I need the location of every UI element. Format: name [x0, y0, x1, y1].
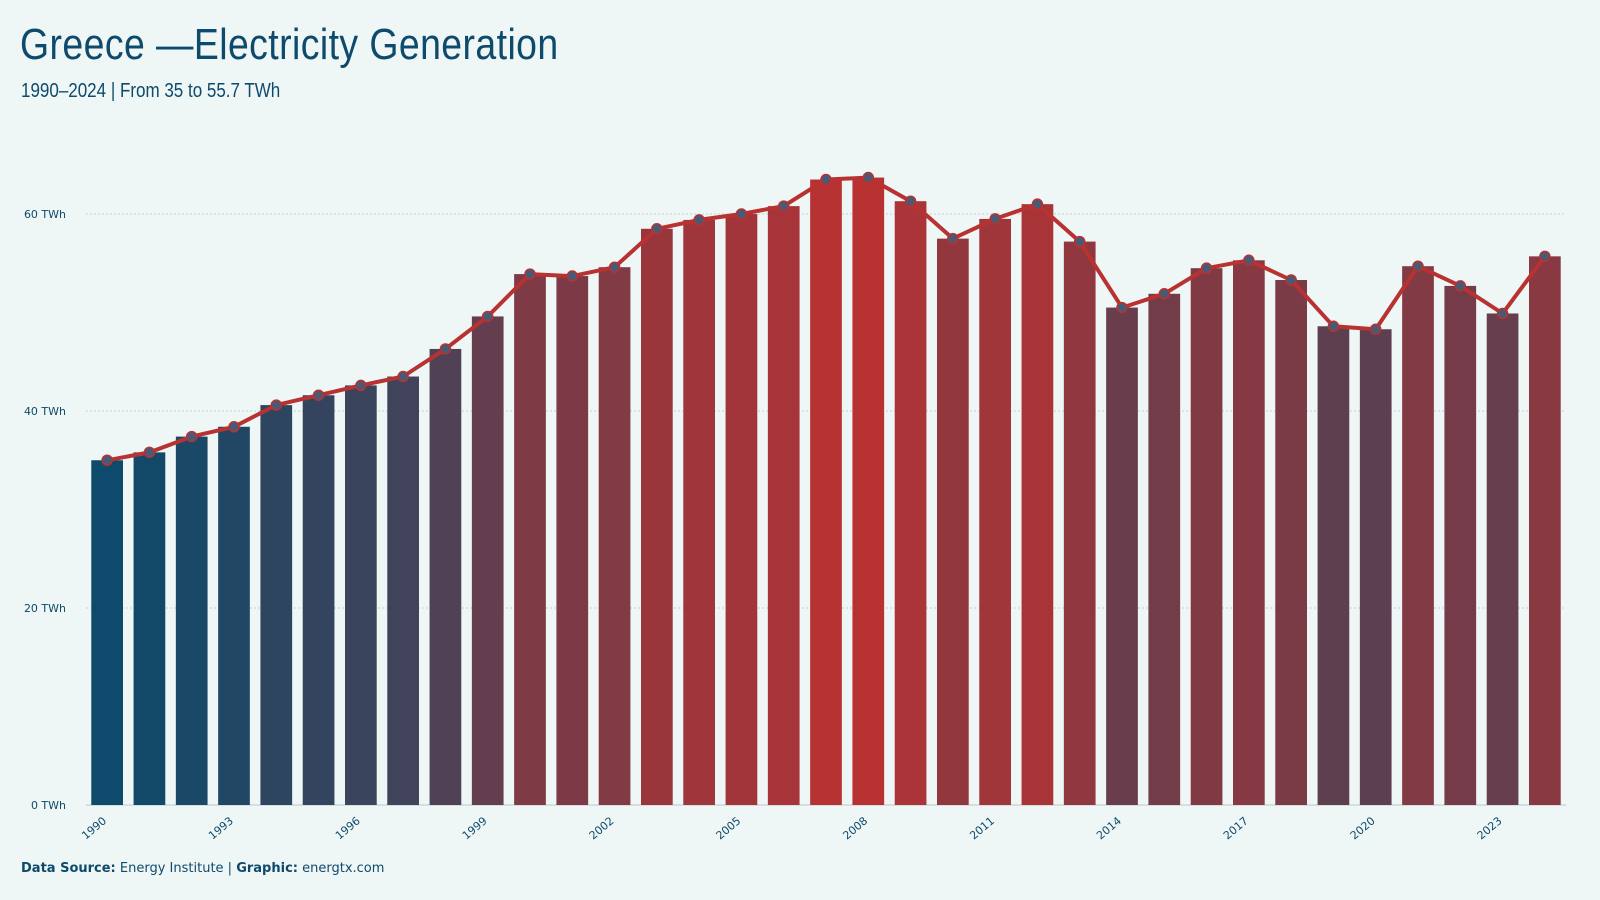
y-tick-label: 40 TWh: [24, 405, 66, 418]
point-1998: [439, 343, 452, 355]
x-tick-label: 2020: [1348, 814, 1378, 842]
point-2010: [947, 232, 959, 245]
x-tick-label: 1993: [206, 814, 236, 842]
x-tick-label: 2008: [840, 814, 870, 842]
y-axis-labels: 0 TWh 20 TWh 40 TWh 60 TWh: [24, 208, 66, 812]
point-2006: [777, 200, 790, 212]
bar-2000: [514, 274, 546, 806]
point-1997: [397, 370, 409, 383]
point-2024: [1539, 250, 1551, 263]
x-tick-label: 1990: [79, 814, 109, 842]
point-2011: [989, 213, 1001, 225]
bar-2017: [1233, 260, 1265, 805]
bar-2018: [1275, 279, 1307, 805]
point-2015: [1158, 288, 1171, 300]
x-tick-label: 2023: [1475, 814, 1505, 842]
point-2013: [1073, 235, 1086, 248]
y-tick-label: 20 TWh: [24, 602, 66, 615]
bar-2016: [1190, 268, 1223, 805]
footer: Data Source: Energy Institute | Graphic:…: [21, 861, 384, 876]
bar-1999: [471, 316, 504, 805]
graphic-label: Graphic:: [236, 861, 298, 876]
point-2009: [904, 195, 917, 207]
bar-2024: [1529, 256, 1561, 806]
x-tick-label: 2011: [967, 814, 997, 842]
point-2008: [862, 171, 875, 184]
point-2007: [820, 173, 832, 186]
point-1994: [270, 399, 283, 411]
x-tick-label: 2005: [714, 814, 744, 842]
bar-1993: [218, 426, 250, 805]
chart-subtitle: 1990–2024 | From 35 to 55.7 TWh: [21, 80, 281, 102]
point-1995: [312, 389, 325, 401]
bar-2020: [1359, 329, 1392, 805]
x-tick-label: 2002: [587, 814, 617, 842]
point-2016: [1200, 262, 1213, 274]
point-1990: [101, 454, 113, 466]
point-2022: [1454, 280, 1467, 292]
point-2001: [566, 270, 579, 282]
point-2014: [1116, 301, 1128, 314]
point-2019: [1327, 320, 1340, 333]
bar-1994: [260, 405, 293, 805]
bar-1990: [91, 460, 123, 805]
point-2002: [608, 261, 621, 273]
bar-2014: [1106, 307, 1138, 805]
bar-2013: [1063, 241, 1096, 805]
source-label: Data Source:: [21, 861, 116, 876]
bar-2021: [1402, 266, 1434, 806]
point-2003: [651, 223, 663, 235]
bar-2007: [810, 179, 842, 805]
bar-2008: [852, 177, 885, 805]
source-value: Energy Institute |: [119, 861, 233, 876]
bar-1992: [175, 436, 208, 805]
bar-2009: [894, 201, 927, 805]
bars: [91, 177, 1561, 806]
bar-2010: [937, 238, 969, 805]
point-2000: [524, 268, 536, 280]
point-2017: [1243, 254, 1255, 267]
bar-1998: [429, 348, 462, 805]
point-1999: [481, 310, 494, 323]
x-axis-labels: 1990 1993 1996 1999 2002 2005 2008 2011 2014 2017…: [79, 814, 1504, 842]
y-tick-label: 60 TWh: [24, 208, 66, 221]
point-2020: [1369, 323, 1382, 335]
bar-2019: [1317, 326, 1350, 805]
bar-2011: [979, 218, 1011, 806]
bar-2005: [725, 214, 758, 805]
bar-1995: [302, 395, 335, 805]
point-1992: [185, 430, 198, 443]
point-2004: [693, 214, 705, 226]
point-1991: [143, 446, 156, 459]
point-2005: [735, 208, 748, 220]
bar-2004: [683, 219, 715, 805]
point-2021: [1412, 260, 1424, 272]
bar-2015: [1148, 293, 1181, 805]
bar-2023: [1486, 313, 1519, 805]
point-2023: [1496, 307, 1509, 320]
bar-2003: [641, 228, 673, 805]
point-1993: [228, 421, 240, 433]
y-tick-label: 0 TWh: [31, 799, 66, 812]
bar-1991: [133, 452, 166, 805]
bar-2006: [767, 206, 800, 805]
bar-2022: [1444, 285, 1477, 805]
chart-title: Greece —Electricity Generation: [20, 20, 559, 69]
x-tick-label: 2017: [1221, 814, 1251, 842]
point-1996: [355, 379, 367, 392]
graphic-value: energtx.com: [302, 861, 385, 876]
point-2012: [1031, 198, 1044, 210]
trend-line-layer: [101, 171, 1551, 466]
bar-2002: [598, 267, 631, 805]
bar-2001: [556, 276, 589, 805]
x-tick-label: 1999: [460, 814, 490, 842]
x-tick-label: 1996: [333, 814, 363, 842]
x-tick-label: 2014: [1094, 814, 1124, 842]
bar-1997: [387, 376, 419, 805]
bar-2012: [1021, 204, 1054, 805]
bar-1996: [345, 385, 377, 805]
point-2018: [1285, 274, 1297, 286]
